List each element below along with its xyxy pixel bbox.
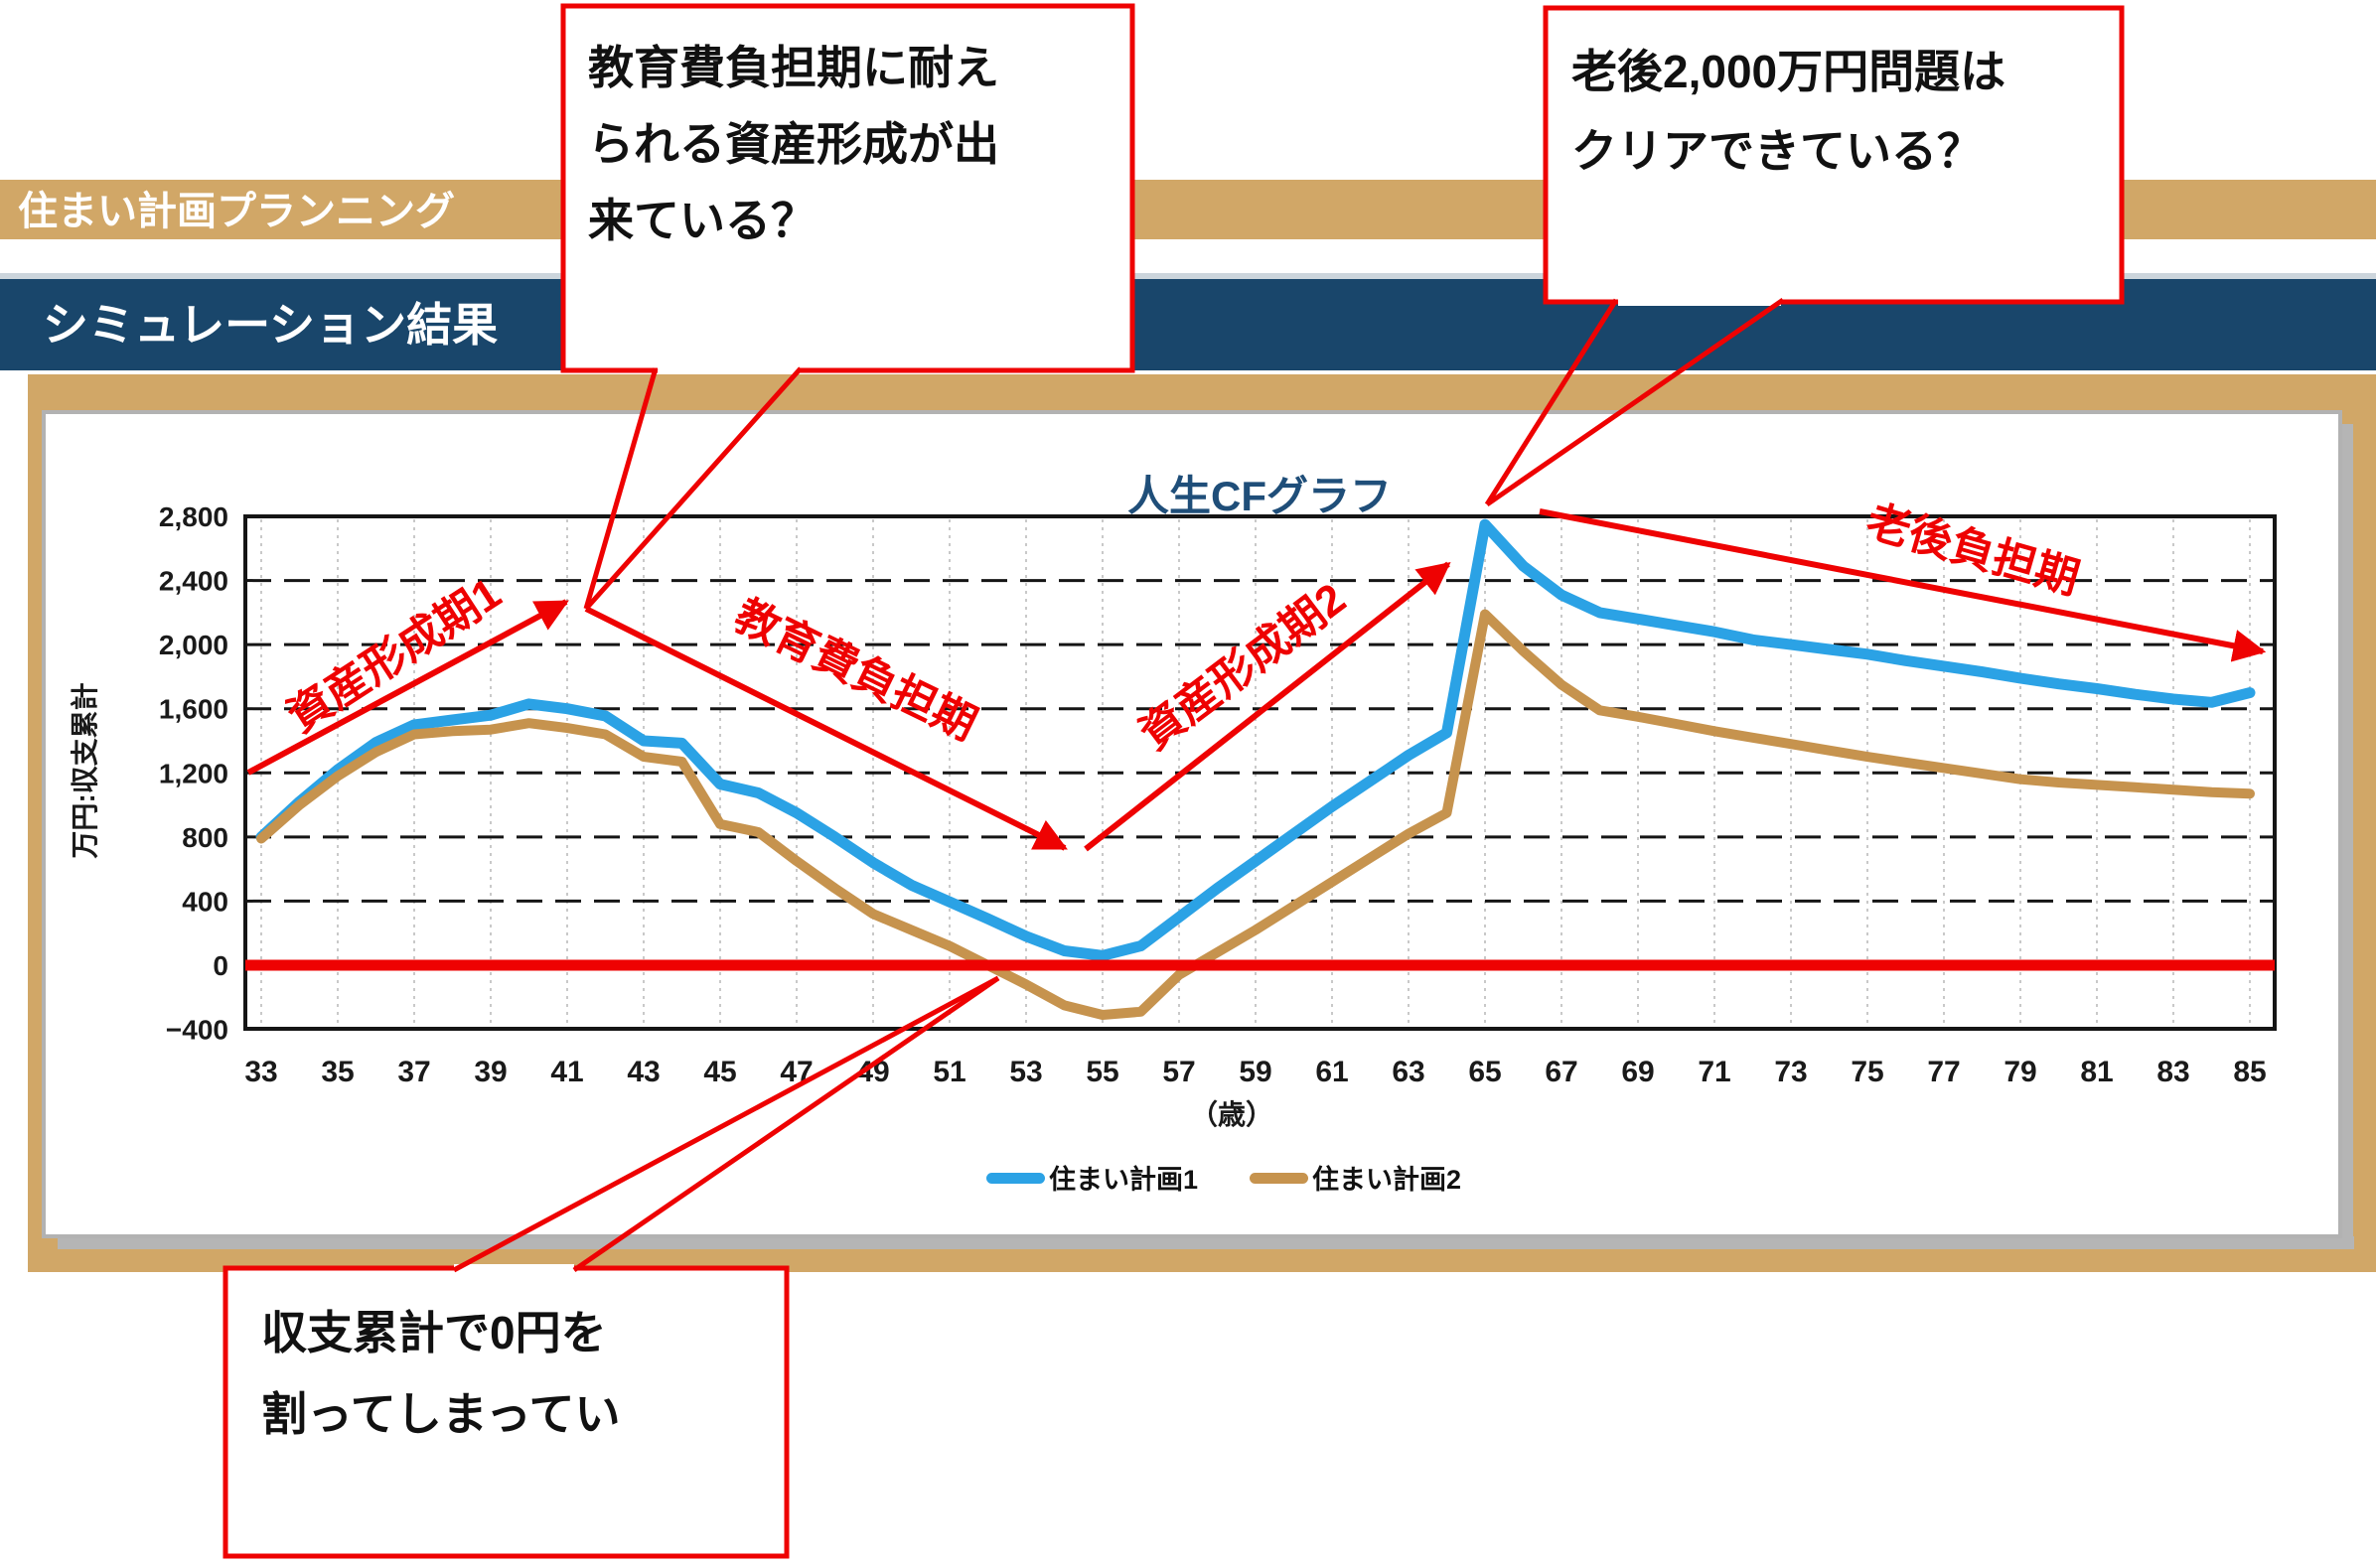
phase3-arrow [1084, 561, 1451, 852]
x-tick-label: 55 [1086, 1056, 1118, 1088]
phase4-arrow [1539, 508, 2267, 662]
x-tick-label: 59 [1239, 1056, 1271, 1088]
callout-education-tail-right [584, 366, 803, 611]
x-tick-label: 45 [703, 1056, 736, 1088]
y-tick-label: 1,600 [159, 694, 228, 725]
callout-zero-box [223, 1265, 790, 1559]
callout-retirement-line2: クリアできている？ [1571, 125, 1983, 177]
x-tick-label: 43 [627, 1056, 660, 1088]
y-tick-label: 2,800 [159, 501, 228, 532]
x-tick-label: 71 [1698, 1056, 1730, 1088]
phase2-arrow [584, 606, 1068, 851]
axis-labels-layer: 2,800 2,400 2,000 1,600 1,200 800 400 0 −400 33 35… [159, 501, 2267, 1088]
x-tick-label: 61 [1315, 1056, 1348, 1088]
y-tick-label: 1,200 [159, 758, 228, 788]
y-axis-title: 万円:収支累計 [69, 682, 100, 858]
legend-swatch-1 [986, 1173, 1045, 1184]
chart-title: 人生CFグラフ [1127, 473, 1392, 519]
legend-label-2: 住まい計画2 [1312, 1164, 1461, 1195]
x-tick-label: 57 [1162, 1056, 1195, 1088]
x-tick-label: 53 [1009, 1056, 1042, 1088]
y-tick-label: −400 [166, 1015, 228, 1046]
series-line-2 [256, 609, 2255, 1020]
x-tick-label: 37 [397, 1056, 430, 1088]
x-tick-label: 85 [2233, 1056, 2266, 1088]
section-title: シミュレーション結果 [43, 299, 498, 351]
x-tick-label: 65 [1468, 1056, 1501, 1088]
legend-label-1: 住まい計画1 [1049, 1164, 1198, 1195]
x-tick-label: 79 [2004, 1056, 2036, 1088]
callout-zero-line2: 割ってしまってい [261, 1388, 621, 1440]
callout-retirement-line1: 老後2,000万円問題は [1571, 46, 2005, 97]
panel-shadow-right [2340, 424, 2353, 1249]
x-tick-label: 35 [321, 1056, 354, 1088]
x-tick-label: 39 [474, 1056, 507, 1088]
x-tick-label: 75 [1851, 1056, 1883, 1088]
phase1-arrow [246, 599, 569, 776]
y-tick-label: 800 [182, 822, 228, 853]
app-title: 住まい計画プランニング [18, 190, 455, 233]
callout-education-tail-left [583, 367, 659, 610]
callout-education-line2: られる資産形成が出 [588, 118, 999, 170]
series-layer [255, 518, 2256, 1020]
panel-shadow-bottom [58, 1236, 2354, 1249]
callout-retirement-tail-right [1485, 297, 1785, 507]
callout-zero-tail-right [572, 975, 1000, 1273]
x-tick-label: 81 [2080, 1056, 2113, 1088]
y-tick-label: 2,000 [159, 630, 228, 660]
y-tick-label: 0 [213, 950, 228, 981]
callout-zero-line1: 収支累計で0円を [261, 1307, 607, 1358]
callout-zero-tail-left [452, 975, 1000, 1273]
x-tick-label: 51 [933, 1056, 965, 1088]
legend-swatch-2 [1250, 1173, 1308, 1184]
callout-education-line3: 来ている？ [588, 195, 817, 246]
y-tick-label: 400 [182, 886, 228, 917]
x-tick-label: 33 [244, 1056, 277, 1088]
x-tick-label: 67 [1545, 1056, 1577, 1088]
x-tick-label: 69 [1621, 1056, 1654, 1088]
x-tick-label: 77 [1927, 1056, 1960, 1088]
callout-education-box [560, 3, 1135, 373]
x-tick-label: 47 [780, 1056, 813, 1088]
series-line-1 [255, 518, 2256, 961]
chart-panel [42, 410, 2342, 1238]
legend: 住まい計画1 住まい計画2 [986, 1164, 1461, 1195]
y-tick-label: 2,400 [159, 566, 228, 597]
x-axis-title: （歳） [1190, 1098, 1273, 1130]
x-tick-label: 83 [2156, 1056, 2189, 1088]
plot-border [243, 514, 2277, 1031]
callout-retirement-box [1543, 5, 2125, 305]
x-tick-label: 41 [550, 1056, 583, 1088]
x-tick-label: 63 [1392, 1056, 1424, 1088]
x-tick-label: 73 [1774, 1056, 1807, 1088]
callout-education-line1: 教育費負担期に耐え [588, 42, 999, 93]
section-bar-highlight [0, 273, 2376, 279]
callout-retirement-tail-left [1484, 298, 1619, 506]
